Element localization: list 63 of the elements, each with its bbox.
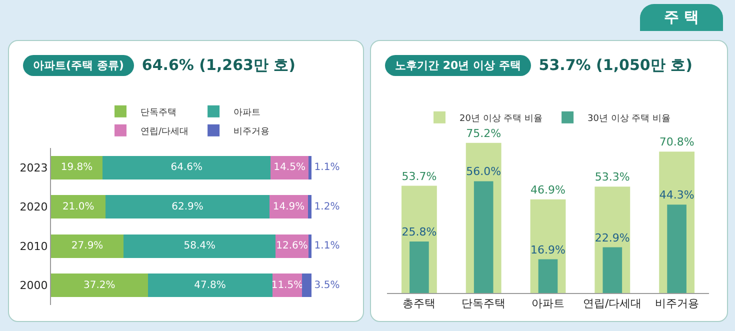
data-label: 46.9% — [530, 183, 566, 196]
data-label: 44.3% — [659, 188, 694, 202]
data-label: 1.2% — [314, 201, 340, 212]
data-label: 1.1% — [314, 240, 340, 252]
y-tick-label: 2020 — [20, 200, 48, 214]
bar — [51, 234, 124, 258]
data-label: 64.6% — [170, 162, 203, 174]
legend-label: 단독주택 — [140, 108, 176, 118]
data-label: 62.9% — [172, 201, 204, 212]
data-label: 1.1% — [314, 162, 340, 174]
data-label: 21.0% — [62, 201, 94, 212]
x-tick-label: 아파트 — [532, 297, 564, 310]
x-tick-label: 총주택 — [402, 297, 436, 310]
bar — [667, 204, 686, 293]
legend-label: 30년 이상 주택 비율 — [588, 114, 671, 124]
data-label: 16.9% — [530, 243, 566, 256]
bar — [102, 156, 271, 180]
data-label: 3.5% — [314, 280, 340, 291]
bar — [538, 259, 558, 293]
legend-label: 아파트 — [234, 108, 261, 118]
data-label: 37.2% — [84, 280, 116, 291]
data-label: 53.7% — [402, 170, 437, 183]
legend-label: 비주거용 — [234, 126, 270, 137]
data-label: 27.9% — [71, 240, 104, 252]
bar — [51, 274, 148, 298]
y-tick-label: 2000 — [20, 279, 48, 292]
data-label: 12.6% — [276, 240, 308, 252]
data-label: 70.8% — [659, 136, 694, 149]
bar — [410, 242, 429, 293]
bar — [51, 195, 106, 219]
chart-subtitle: 64.6% (1,263만 호) — [142, 56, 296, 75]
chart-title: 노후기간 20년 이상 주택 — [385, 55, 531, 76]
bar — [51, 156, 103, 180]
x-tick-label: 단독주택 — [462, 297, 506, 310]
bar — [474, 181, 494, 293]
data-label: 14.5% — [274, 162, 306, 174]
chart-title: 아파트(주택 종류) — [23, 55, 134, 76]
data-label: 11.5% — [271, 280, 304, 291]
data-label: 14.9% — [272, 201, 305, 212]
data-label: 58.4% — [184, 240, 216, 252]
bar — [308, 195, 312, 219]
data-label: 25.8% — [402, 226, 437, 238]
data-label: 19.8% — [60, 162, 93, 174]
data-label: 56.0% — [466, 165, 502, 178]
data-label: 75.2% — [466, 126, 502, 140]
bar — [124, 234, 276, 258]
legend-label: 연립/다세대 — [140, 126, 189, 137]
y-tick-label: 2023 — [20, 161, 48, 174]
bar — [148, 274, 272, 298]
bar — [308, 234, 312, 258]
data-label: 53.3% — [594, 170, 630, 184]
x-tick-label: 연립/다세대 — [583, 297, 642, 310]
bar — [302, 274, 312, 298]
bar — [106, 195, 270, 219]
text: 주 택 — [640, 4, 723, 31]
legend-label: 20년 이상 주택 비율 — [460, 114, 543, 124]
chart-subtitle: 53.7% (1,050만 호) — [538, 56, 692, 75]
data-label: 47.8% — [194, 280, 226, 291]
bar — [308, 156, 312, 180]
bar — [602, 247, 622, 293]
y-tick-label: 2010 — [20, 240, 48, 253]
x-tick-label: 비주거용 — [654, 297, 699, 310]
data-label: 22.9% — [594, 231, 630, 244]
